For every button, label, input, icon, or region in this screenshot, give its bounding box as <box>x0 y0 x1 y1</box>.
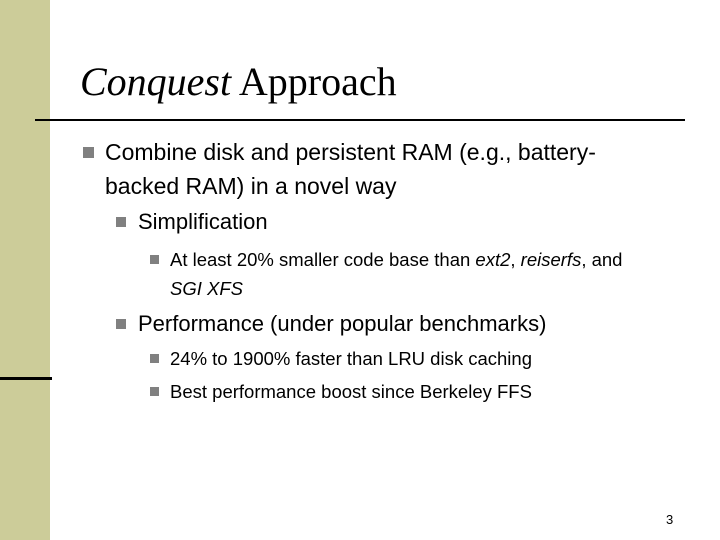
bullet-marker <box>116 217 126 227</box>
text-run: , <box>510 249 521 270</box>
text-run: ext2 <box>475 249 511 270</box>
text-run: 24% to 1900% faster than LRU disk cachin… <box>170 348 532 369</box>
bullet-text: At least 20% smaller code base than ext2… <box>170 245 640 303</box>
side-bar <box>0 0 50 540</box>
title-italic: Conquest <box>80 59 232 104</box>
bullet-marker <box>150 387 159 396</box>
text-run: Combine disk and persistent RAM (e.g., b… <box>105 139 596 199</box>
bullet-marker <box>150 255 159 264</box>
text-run: Performance (under popular benchmarks) <box>138 311 547 336</box>
bullet-text: 24% to 1900% faster than LRU disk cachin… <box>170 344 670 373</box>
bullet-marker <box>150 354 159 363</box>
text-run: Best performance boost since Berkeley FF… <box>170 381 532 402</box>
bullet-text: Simplification <box>138 205 658 239</box>
text-run: , and <box>581 249 623 270</box>
bullet-marker <box>83 146 94 158</box>
slide-title: Conquest Approach <box>80 58 397 105</box>
text-run: At least 20% smaller code base than <box>170 249 476 270</box>
page-number: 3 <box>666 512 674 527</box>
bullet-marker <box>116 319 126 329</box>
text-run: SGI XFS <box>170 278 243 299</box>
title-rest: Approach <box>238 59 397 104</box>
text-run: reiserfs <box>520 249 582 270</box>
bullet-text: Performance (under popular benchmarks) <box>138 307 678 341</box>
side-rule <box>0 377 52 380</box>
bullet-text: Best performance boost since Berkeley FF… <box>170 377 670 406</box>
bullet-text: Combine disk and persistent RAM (e.g., b… <box>105 135 625 203</box>
title-rule <box>35 119 685 121</box>
text-run: Simplification <box>138 209 268 234</box>
